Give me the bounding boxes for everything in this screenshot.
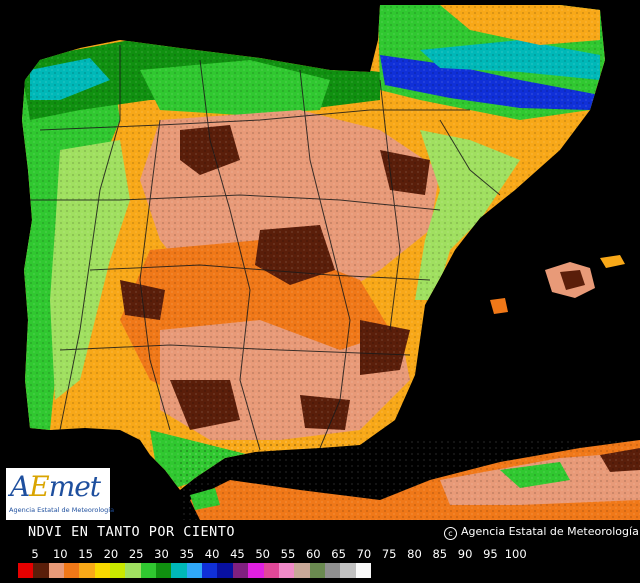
legend-swatch — [18, 563, 34, 578]
legend-swatch — [324, 563, 341, 578]
legend-swatch — [48, 563, 65, 578]
legend-swatch — [140, 563, 157, 578]
legend-tick-label: 65 — [331, 547, 346, 561]
legend-swatch — [79, 563, 95, 578]
legend-tick-label: 50 — [255, 547, 271, 561]
legend-swatch — [171, 563, 187, 578]
legend-tick-label: 5 — [31, 547, 39, 561]
legend-swatch — [340, 563, 356, 578]
legend-tick-label: 75 — [381, 547, 397, 561]
north-africa — [180, 440, 640, 520]
legend-swatch — [294, 563, 310, 578]
legend-swatch — [355, 563, 371, 578]
legend-swatch — [217, 563, 233, 578]
legend-tick-label: 70 — [356, 547, 372, 561]
aemet-logo: AEmet Agencia Estatal de Meteorología — [6, 468, 114, 520]
legend-swatch — [64, 563, 80, 578]
legend-swatch — [263, 563, 279, 578]
legend-tick-label: 20 — [103, 547, 119, 561]
aemet-logo-subtitle: Agencia Estatal de Meteorología — [9, 506, 115, 514]
aemet-logo-mark: AEmet — [10, 470, 101, 503]
province-borders — [30, 45, 501, 451]
legend-swatch — [94, 563, 111, 578]
legend-tick-label: 100 — [504, 547, 527, 561]
legend-tick-label: 80 — [407, 547, 422, 561]
legend-tick-label: 10 — [52, 547, 68, 561]
legend-tick-label: 90 — [457, 547, 473, 561]
legend-tick-label: 30 — [154, 547, 169, 561]
legend-swatch — [248, 563, 264, 578]
legend-swatch — [186, 563, 203, 578]
legend-swatch — [156, 563, 172, 578]
legend-tick-label: 40 — [204, 547, 220, 561]
legend-ticks: 5 10 15 20 25 30 35 40 45 50 55 60 65 70 75 80 85 90 95 100 — [0, 547, 640, 561]
legend-swatch — [202, 563, 218, 578]
legend-tick-label: 60 — [305, 547, 321, 561]
legend-swatch — [110, 563, 126, 578]
balearic-islands — [490, 255, 625, 314]
legend-tick-label: 95 — [483, 547, 498, 561]
legend-swatch — [278, 563, 295, 578]
copyright-text: Agencia Estatal de Meteorología — [461, 525, 639, 538]
legend-swatch — [33, 563, 49, 578]
legend-tick-label: 15 — [78, 547, 93, 561]
copyright-notice: c Agencia Estatal de Meteorología — [444, 525, 639, 540]
legend-tick-label: 45 — [230, 547, 245, 561]
legend-tick-label: 35 — [179, 547, 195, 561]
copyright-icon: c — [444, 527, 457, 540]
legend-tick-label: 25 — [128, 547, 144, 561]
legend-swatch — [232, 563, 249, 578]
legend-swatch — [125, 563, 141, 578]
legend-swatch — [309, 563, 325, 578]
legend-tick-label: 85 — [432, 547, 448, 561]
legend-tick-label: 55 — [280, 547, 296, 561]
legend-color-bar — [18, 563, 371, 578]
legend-title: NDVI EN TANTO POR CIENTO — [28, 524, 236, 540]
